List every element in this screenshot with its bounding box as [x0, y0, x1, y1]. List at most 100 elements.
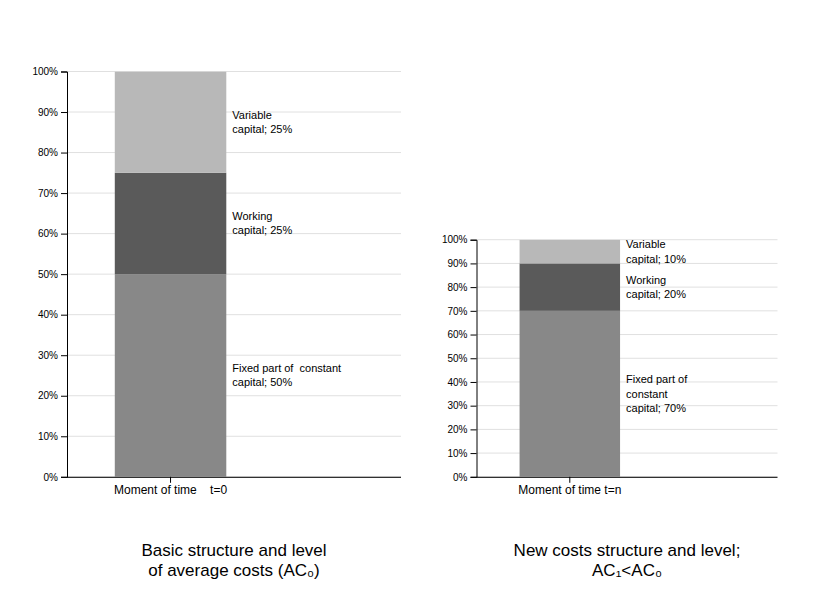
segment-label: Variablecapital; 10%: [626, 238, 686, 264]
tick: 10%: [38, 431, 67, 442]
tick-label: 100%: [32, 66, 58, 77]
text-line: capital; 70%: [626, 402, 686, 414]
tick-mark: [61, 153, 67, 154]
bar-segment: [115, 173, 227, 274]
tick-label: 90%: [38, 107, 58, 118]
axis-line: [61, 72, 68, 477]
tick-label: 70%: [447, 306, 467, 317]
segment-label: Working capital; 25%: [232, 210, 292, 236]
bar-segment: [115, 274, 227, 477]
text-line: Working: [626, 274, 666, 286]
tick-mark: [471, 429, 477, 430]
tick-mark: [61, 72, 67, 73]
tick-mark: [61, 436, 67, 437]
text-line: Fixed part of constant: [232, 362, 341, 374]
tick-label: 40%: [447, 377, 467, 388]
series: [520, 311, 620, 477]
series: [520, 240, 620, 264]
text-line: Variable: [626, 238, 666, 250]
tick: 50%: [38, 269, 67, 280]
bar-segment: [520, 240, 620, 264]
tick-mark: [61, 315, 67, 316]
text-line: New costs structure and level;: [514, 541, 741, 560]
tick: Moment of time t=n: [518, 477, 621, 498]
tick-mark: [61, 112, 67, 113]
text-line: constant: [626, 388, 668, 400]
bars: [115, 72, 227, 477]
tick: Moment of time t=0: [114, 477, 227, 498]
tick: 30%: [38, 350, 67, 361]
text-line: capital; 50%: [232, 376, 292, 388]
tick-label: 80%: [38, 147, 58, 158]
grid: [477, 240, 778, 477]
tick: 80%: [447, 282, 476, 293]
text-line: AC₁<AC₀: [592, 561, 662, 580]
tick-mark: [471, 335, 477, 336]
tick: 0%: [453, 472, 476, 483]
tick-label: 30%: [447, 400, 467, 411]
tick-mark: [61, 477, 67, 478]
tick-mark: [471, 453, 477, 454]
segment-label: Working capital; 20%: [626, 274, 686, 300]
series: [520, 263, 620, 310]
tick: 20%: [447, 424, 476, 435]
segment-label: Fixed part of constant capital; 70%: [626, 373, 688, 414]
tick-label: Moment of time t=0: [114, 483, 227, 497]
text-line: Working: [232, 210, 272, 222]
text-line: Fixed part of: [626, 373, 688, 385]
tick-mark: [471, 287, 477, 288]
tick-label: 20%: [38, 390, 58, 401]
tick: 90%: [38, 107, 67, 118]
tick-mark: [170, 477, 171, 483]
chart-panel: Fixed part of constant capital; 50% Workin…: [32, 66, 401, 497]
tick: 70%: [38, 188, 67, 199]
axis-line: [471, 240, 478, 477]
tick: 30%: [447, 400, 476, 411]
tick: 0%: [44, 472, 67, 483]
text-line: of average costs (AC₀): [148, 561, 319, 580]
tick-label: 10%: [447, 448, 467, 459]
bar-segment: [520, 311, 620, 477]
tick: 10%: [447, 448, 476, 459]
bar-segment: [115, 72, 227, 173]
y-axis: 0%10%20%30%40%50%60%70%80%90%100%: [442, 234, 477, 482]
axis-line: [477, 477, 778, 478]
tick-mark: [61, 234, 67, 235]
tick-label: 0%: [44, 472, 59, 483]
series: [115, 72, 227, 173]
segment-label: Fixed part of constant capital; 50%: [232, 362, 341, 388]
chart-canvas: Fixed part of constant capital; 50% Workin…: [0, 0, 836, 596]
tick-label: 0%: [453, 472, 468, 483]
grid: [67, 72, 401, 477]
series: [115, 173, 227, 274]
tick-mark: [471, 406, 477, 407]
tick-mark: [471, 358, 477, 359]
text-line: Basic structure and level: [141, 541, 326, 560]
tick: 90%: [447, 258, 476, 269]
tick-mark: [471, 240, 477, 241]
tick-label: 50%: [38, 269, 58, 280]
text-line: Variable: [232, 109, 272, 121]
bars: [520, 240, 620, 477]
tick-mark: [471, 263, 477, 264]
tick: 20%: [38, 390, 67, 401]
tick-label: 70%: [38, 188, 58, 199]
tick: 100%: [32, 66, 67, 77]
tick-label: 90%: [447, 258, 467, 269]
tick-mark: [61, 193, 67, 194]
tick-mark: [471, 477, 477, 478]
tick: 60%: [447, 329, 476, 340]
segment-labels: Fixed part of constant capital; 70% Working…: [626, 238, 688, 414]
segment-label: Variable capital; 25%: [232, 109, 292, 135]
tick-label: 50%: [447, 353, 467, 364]
tick-label: 60%: [447, 329, 467, 340]
axis-line: [67, 477, 401, 478]
tick-label: 40%: [38, 309, 58, 320]
text-line: capital; 25%: [232, 224, 292, 236]
text-line: capital; 25%: [232, 123, 292, 135]
tick-mark: [569, 477, 570, 483]
tick: 40%: [447, 377, 476, 388]
text-line: capital; 20%: [626, 288, 686, 300]
tick-mark: [471, 382, 477, 383]
tick: 50%: [447, 353, 476, 364]
